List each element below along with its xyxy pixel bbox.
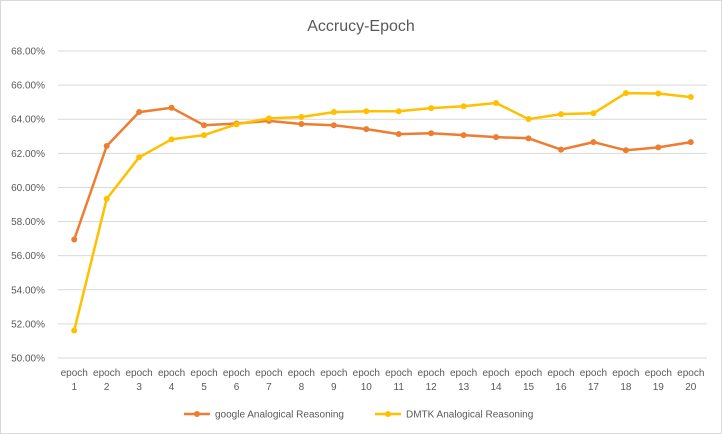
x-tick-label: epoch 14 (482, 368, 509, 393)
data-point (557, 146, 564, 153)
data-point (265, 115, 272, 122)
y-tick-label: 52.00% (11, 319, 45, 330)
data-point (136, 154, 143, 161)
x-tick-label: epoch 5 (190, 368, 217, 393)
x-tick-label: epoch 18 (612, 368, 639, 393)
x-tick-label: epoch 13 (450, 368, 477, 393)
data-point (428, 105, 435, 112)
series-line-2 (72, 91, 691, 331)
data-point (395, 108, 402, 115)
x-tick-label: epoch 10 (353, 368, 380, 393)
y-tick-label: 56.00% (11, 251, 45, 262)
data-point (655, 144, 662, 151)
x-tick-label: epoch 7 (255, 368, 282, 393)
data-point (655, 90, 662, 97)
x-tick-label: epoch 9 (320, 368, 347, 393)
x-tick-label: epoch 20 (677, 368, 704, 393)
data-point (622, 90, 629, 97)
x-tick-label: epoch 17 (580, 368, 607, 393)
data-point (590, 110, 597, 117)
data-point (687, 94, 694, 101)
data-point (590, 139, 597, 146)
y-axis: 50.00% 52.00% 54.00% 56.00% 58.00% 60.00% 62.0… (11, 47, 45, 365)
x-tick-label: epoch 19 (645, 368, 672, 393)
x-tick-label: epoch 15 (515, 368, 542, 393)
data-point (395, 131, 402, 138)
data-point (330, 122, 337, 129)
data-point (460, 132, 467, 139)
data-point (103, 142, 110, 149)
y-tick-label: 60.00% (11, 183, 45, 194)
y-tick-label: 50.00% (11, 354, 45, 365)
data-point (168, 104, 175, 111)
data-point (363, 126, 370, 133)
data-point (298, 120, 305, 127)
data-point (493, 134, 500, 141)
data-point (428, 130, 435, 137)
data-point (201, 122, 208, 129)
data-point (201, 132, 208, 139)
x-tick-label: epoch 16 (547, 368, 574, 393)
gridlines (58, 50, 707, 359)
data-point (557, 111, 564, 118)
y-tick-label: 62.00% (11, 149, 45, 160)
x-tick-label: epoch 2 (93, 368, 120, 393)
x-tick-label: epoch 1 (61, 368, 88, 393)
data-point (363, 108, 370, 115)
chart-title: Accrucy-Epoch (307, 18, 415, 35)
legend-marker (194, 411, 200, 417)
data-point (233, 121, 240, 128)
x-tick-label: epoch 6 (223, 368, 250, 393)
legend-label: DMTK Analogical Reasoning (406, 410, 533, 421)
data-point (525, 116, 532, 123)
data-point (622, 147, 629, 154)
data-point (71, 236, 78, 243)
data-point (460, 103, 467, 110)
data-point (103, 195, 110, 202)
series-line-1 (73, 106, 692, 240)
x-tick-label: epoch 11 (385, 368, 412, 393)
data-point (168, 136, 175, 143)
x-tick-label: epoch 12 (418, 368, 445, 393)
y-tick-label: 54.00% (11, 285, 45, 296)
data-point (330, 109, 337, 116)
data-point (298, 114, 305, 121)
legend-label: google Analogical Reasoning (215, 410, 344, 421)
data-point (493, 100, 500, 107)
y-tick-label: 64.00% (11, 115, 45, 126)
series-group (71, 90, 694, 334)
x-tick-label: epoch 3 (126, 368, 153, 393)
y-tick-label: 58.00% (11, 217, 45, 228)
y-tick-label: 68.00% (11, 47, 45, 58)
x-tick-label: epoch 4 (158, 368, 185, 393)
x-tick-label: epoch 8 (288, 368, 315, 393)
y-tick-label: 66.00% (11, 81, 45, 92)
legend-marker (385, 411, 391, 417)
legend: google Analogical Reasoning DMTK Analogic… (184, 410, 533, 421)
data-point (136, 109, 143, 116)
data-point (525, 135, 532, 142)
data-point (687, 139, 694, 146)
data-point (71, 327, 78, 334)
